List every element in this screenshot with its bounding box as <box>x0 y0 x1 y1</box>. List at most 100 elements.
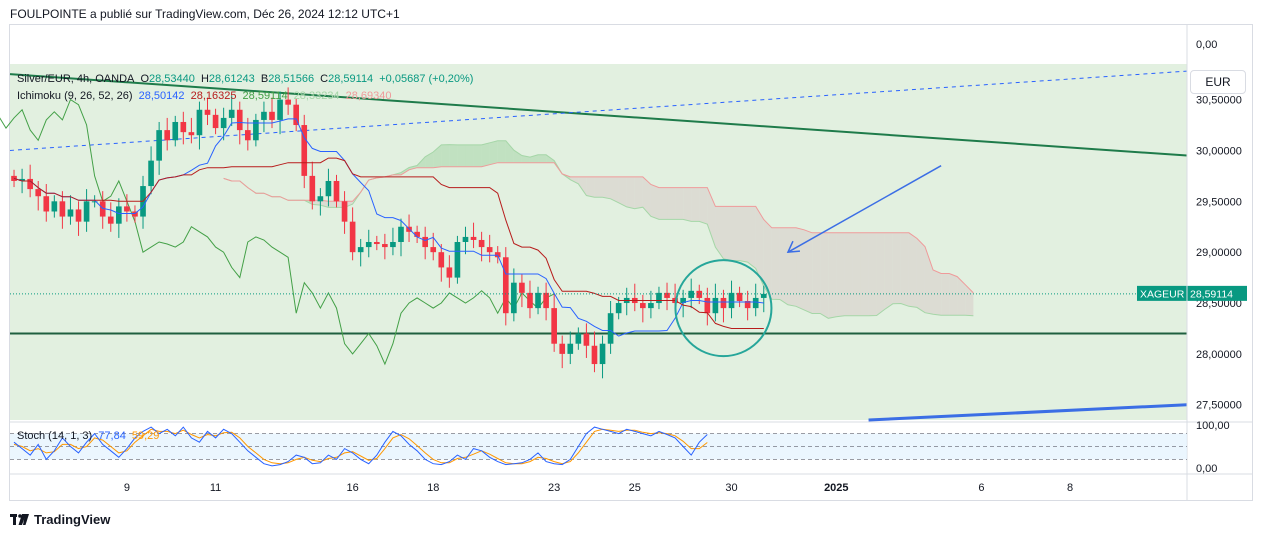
candle-body[interactable] <box>91 201 98 203</box>
candle-body[interactable] <box>430 247 437 253</box>
candle-body[interactable] <box>559 343 566 354</box>
candle-body[interactable] <box>607 313 614 344</box>
currency-button[interactable]: EUR <box>1190 70 1246 94</box>
candle-body[interactable] <box>357 247 364 253</box>
candle-body[interactable] <box>656 292 662 304</box>
ascending-trendline[interactable] <box>868 403 1188 422</box>
candle-body[interactable] <box>591 345 598 365</box>
candle-body[interactable] <box>744 300 751 309</box>
candle-body[interactable] <box>83 201 90 222</box>
candle-body[interactable] <box>67 209 74 217</box>
candle-body[interactable] <box>196 109 203 136</box>
candle-body[interactable] <box>373 242 380 245</box>
ichimoku-label[interactable]: Ichimoku (9, 26, 52, 26) <box>17 90 133 102</box>
candle-body[interactable] <box>236 109 243 131</box>
candle-body[interactable] <box>228 109 235 118</box>
candle-body[interactable] <box>446 267 453 278</box>
candle-body[interactable] <box>301 125 308 176</box>
candle-body[interactable] <box>712 297 719 314</box>
candle-body[interactable] <box>365 242 372 248</box>
candle-body[interactable] <box>752 297 759 309</box>
candle-body[interactable] <box>212 114 219 129</box>
candle-body[interactable] <box>220 117 227 129</box>
candle-body[interactable] <box>486 247 493 253</box>
candle-body[interactable] <box>462 236 469 242</box>
candle-body[interactable] <box>341 201 348 222</box>
candle-body[interactable] <box>478 239 485 248</box>
candle-body[interactable] <box>204 109 211 115</box>
candle-body[interactable] <box>51 201 58 212</box>
candle-body[interactable] <box>333 180 340 202</box>
candle-body[interactable] <box>148 160 154 187</box>
candle-body[interactable] <box>664 292 670 298</box>
candle-body[interactable] <box>164 130 171 141</box>
candle-body[interactable] <box>253 119 259 141</box>
candle-body[interactable] <box>704 297 711 314</box>
candle-body[interactable] <box>575 333 582 344</box>
kijun-sen-line <box>13 157 764 329</box>
candle-body[interactable] <box>277 99 283 120</box>
candle-body[interactable] <box>535 292 541 309</box>
candle-body[interactable] <box>583 333 590 346</box>
candle-body[interactable] <box>180 121 187 133</box>
candle-body[interactable] <box>261 111 267 120</box>
candle-body[interactable] <box>107 216 114 224</box>
candle-body[interactable] <box>543 292 549 309</box>
candle-body[interactable] <box>309 175 316 202</box>
candle-body[interactable] <box>285 99 291 105</box>
candle-body[interactable] <box>648 303 654 309</box>
chart-frame[interactable] <box>9 24 1253 501</box>
candle-body[interactable] <box>27 178 33 190</box>
candle-body[interactable] <box>390 242 396 248</box>
candle-body[interactable] <box>349 221 356 253</box>
candle-body[interactable] <box>269 111 275 120</box>
candle-body[interactable] <box>527 292 533 309</box>
candle-body[interactable] <box>502 257 509 314</box>
candle-body[interactable] <box>124 206 130 212</box>
candle-body[interactable] <box>680 297 686 304</box>
stoch-k-line <box>13 426 708 467</box>
candle-body[interactable] <box>398 226 404 242</box>
candle-body[interactable] <box>688 290 695 298</box>
highlight-circle[interactable] <box>674 259 773 358</box>
tradingview-footer[interactable]: TradingView <box>10 512 110 527</box>
candle-body[interactable] <box>696 290 703 298</box>
candle-body[interactable] <box>244 130 251 141</box>
stoch-label[interactable]: Stoch (14, 1, 3) <box>17 430 93 442</box>
candle-body[interactable] <box>19 178 25 181</box>
candle-body[interactable] <box>35 189 42 197</box>
candle-body[interactable] <box>511 282 517 314</box>
candle-body[interactable] <box>414 231 420 237</box>
symbol-title[interactable]: Silver/EUR, 4h, OANDA <box>17 73 135 85</box>
candle-body[interactable] <box>720 297 727 309</box>
candle-body[interactable] <box>567 343 574 354</box>
candle-body[interactable] <box>59 201 66 217</box>
annotation-arrow-shaft[interactable] <box>787 165 942 253</box>
candle-body[interactable] <box>132 211 138 217</box>
candle-body[interactable] <box>317 196 324 202</box>
candle-body[interactable] <box>156 130 162 161</box>
candle-body[interactable] <box>293 104 300 126</box>
candle-body[interactable] <box>188 132 195 136</box>
candle-body[interactable] <box>728 292 735 309</box>
candle-body[interactable] <box>75 209 82 222</box>
candle-body[interactable] <box>760 293 767 298</box>
candle-body[interactable] <box>519 282 525 293</box>
candle-body[interactable] <box>172 121 179 141</box>
candle-body[interactable] <box>454 242 461 278</box>
candle-body[interactable] <box>470 236 477 240</box>
candle-body[interactable] <box>615 303 622 314</box>
candle-body[interactable] <box>116 206 122 224</box>
candle-body[interactable] <box>736 292 743 301</box>
candle-body[interactable] <box>640 303 646 309</box>
candle-body[interactable] <box>382 244 388 248</box>
candle-body[interactable] <box>438 252 445 268</box>
descending-trendline[interactable] <box>9 73 1188 157</box>
candle-body[interactable] <box>422 236 428 248</box>
candle-body[interactable] <box>325 180 332 197</box>
candle-body[interactable] <box>599 343 606 365</box>
candle-body[interactable] <box>43 196 50 212</box>
candle-body[interactable] <box>551 308 557 344</box>
candle-body[interactable] <box>99 201 106 217</box>
